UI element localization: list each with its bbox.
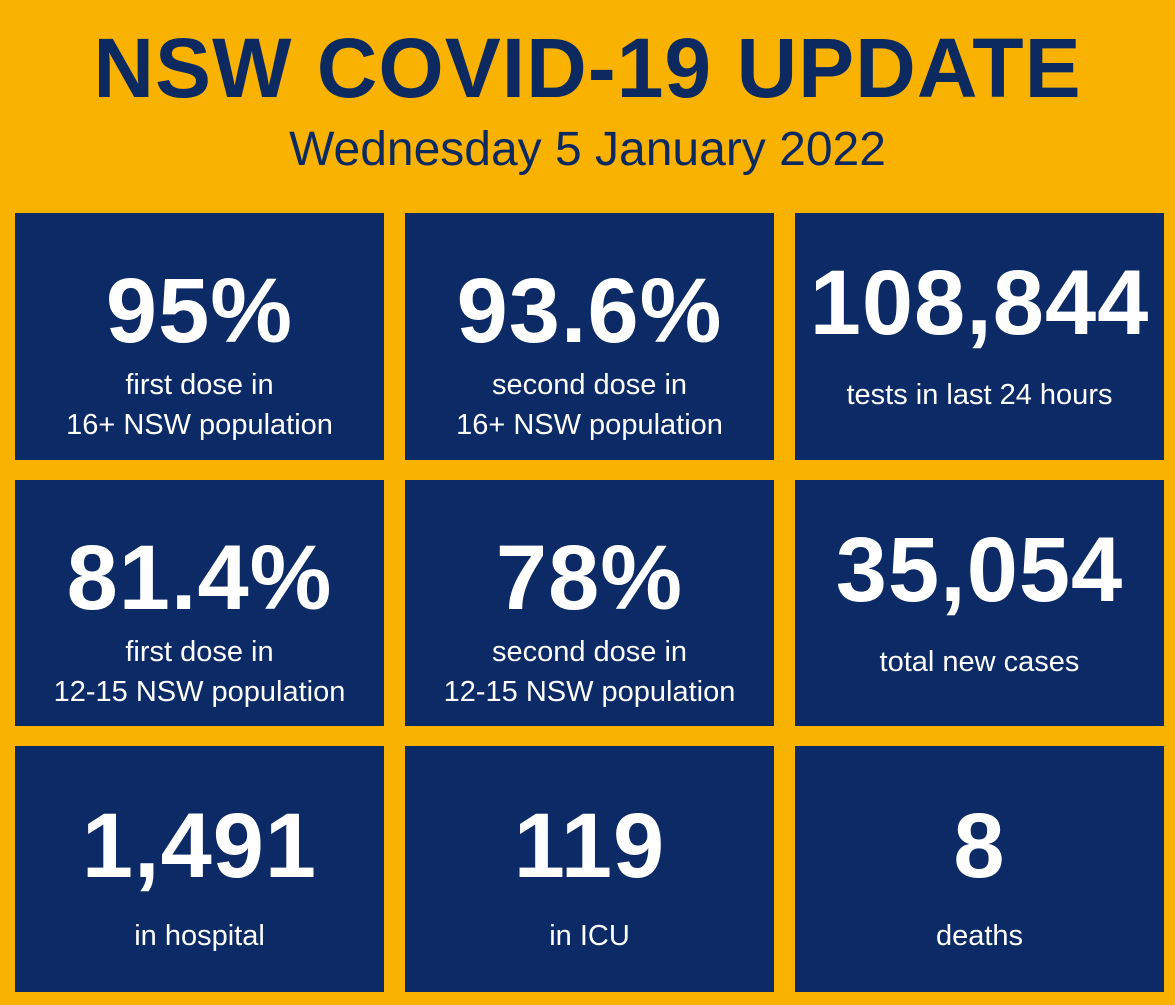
stats-grid: 95% first dose in 16+ NSW population 93.… <box>15 213 1164 993</box>
stat-value: 81.4% <box>66 527 333 629</box>
stat-label: tests in last 24 hours <box>846 379 1113 411</box>
stat-label: first dose in 16+ NSW population <box>66 369 333 441</box>
stat-label: first dose in 12-15 NSW population <box>53 636 346 708</box>
stat-tile-tests: 108,844 tests in last 24 hours <box>795 213 1164 460</box>
stat-value: 78% <box>495 527 684 629</box>
stat-value: 1,491 <box>81 795 318 897</box>
stat-tile-first-dose-16plus: 95% first dose in 16+ NSW population <box>15 213 384 460</box>
stat-label: in ICU <box>549 920 630 952</box>
stat-label: second dose in 16+ NSW population <box>456 369 723 441</box>
stat-tile-hospital: 1,491 in hospital <box>15 746 384 992</box>
stat-value: 93.6% <box>456 260 723 362</box>
stat-value: 35,054 <box>835 519 1124 621</box>
stat-label: total new cases <box>879 646 1080 678</box>
stat-value: 108,844 <box>809 252 1150 354</box>
stat-label: deaths <box>935 920 1024 952</box>
stat-value: 8 <box>953 795 1006 897</box>
page-title: NSW COVID-19 UPDATE <box>93 21 1082 115</box>
stat-tile-first-dose-12-15: 81.4% first dose in 12-15 NSW population <box>15 480 384 726</box>
stat-tile-new-cases: 35,054 total new cases <box>795 480 1164 726</box>
stat-label: second dose in 12-15 NSW population <box>443 636 736 708</box>
stat-label: in hospital <box>134 920 265 952</box>
stat-tile-second-dose-12-15: 78% second dose in 12-15 NSW population <box>405 480 774 726</box>
stat-value: 95% <box>105 260 294 362</box>
stat-tile-second-dose-16plus: 93.6% second dose in 16+ NSW population <box>405 213 774 460</box>
update-date: Wednesday 5 January 2022 <box>289 123 886 176</box>
stat-tile-deaths: 8 deaths <box>795 746 1164 992</box>
stat-value: 119 <box>513 795 666 897</box>
stat-tile-icu: 119 in ICU <box>405 746 774 992</box>
